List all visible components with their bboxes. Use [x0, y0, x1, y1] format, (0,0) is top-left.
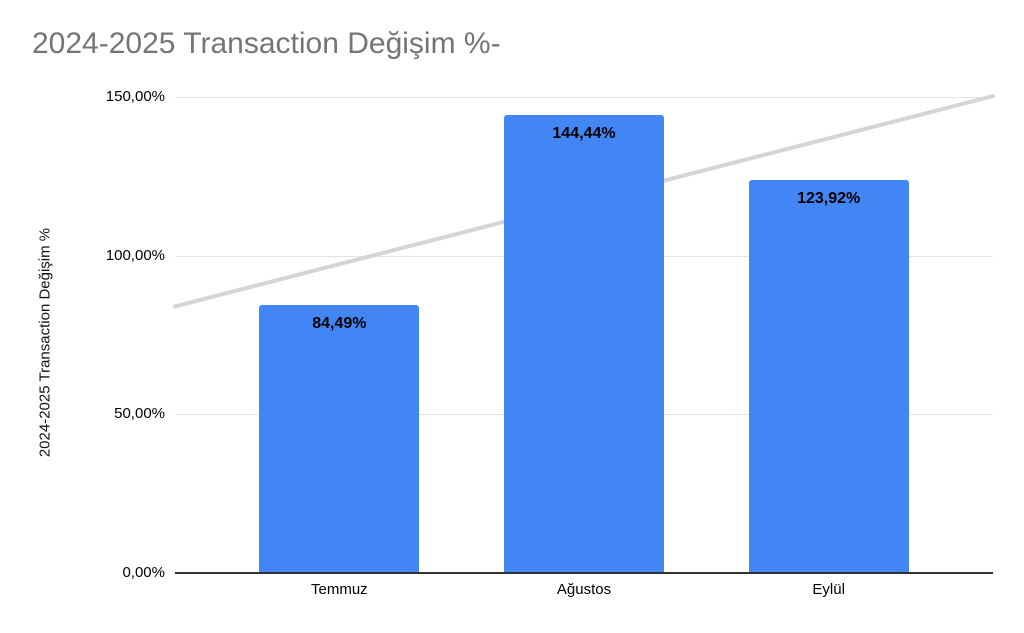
bar-value-label: 84,49% — [312, 314, 367, 332]
x-tick-label: Temmuz — [310, 581, 368, 598]
bar-eylül[interactable]: 123,92% — [748, 179, 909, 573]
y-tick-label: 50,00% — [114, 405, 165, 423]
y-tick-label: 150,00% — [105, 88, 165, 105]
x-axis-line — [175, 572, 993, 574]
chart-title: 2024-2025 Transaction Değişim %- — [32, 27, 501, 60]
y-tick-label: 0,00% — [122, 564, 165, 581]
x-tick-label: Ağustos — [556, 581, 612, 598]
y-axis-title: 2024-2025 Transaction Değişim % — [36, 227, 54, 458]
gridline — [175, 97, 993, 98]
bar-value-label: 144,44% — [552, 124, 616, 142]
bar-ağustos[interactable]: 144,44% — [504, 114, 664, 573]
y-tick-label: 100,00% — [105, 246, 165, 264]
x-tick-label: Eylül — [812, 581, 845, 598]
bar-value-label: 123,92% — [797, 189, 861, 207]
bar-temmuz[interactable]: 84,49% — [259, 304, 420, 573]
